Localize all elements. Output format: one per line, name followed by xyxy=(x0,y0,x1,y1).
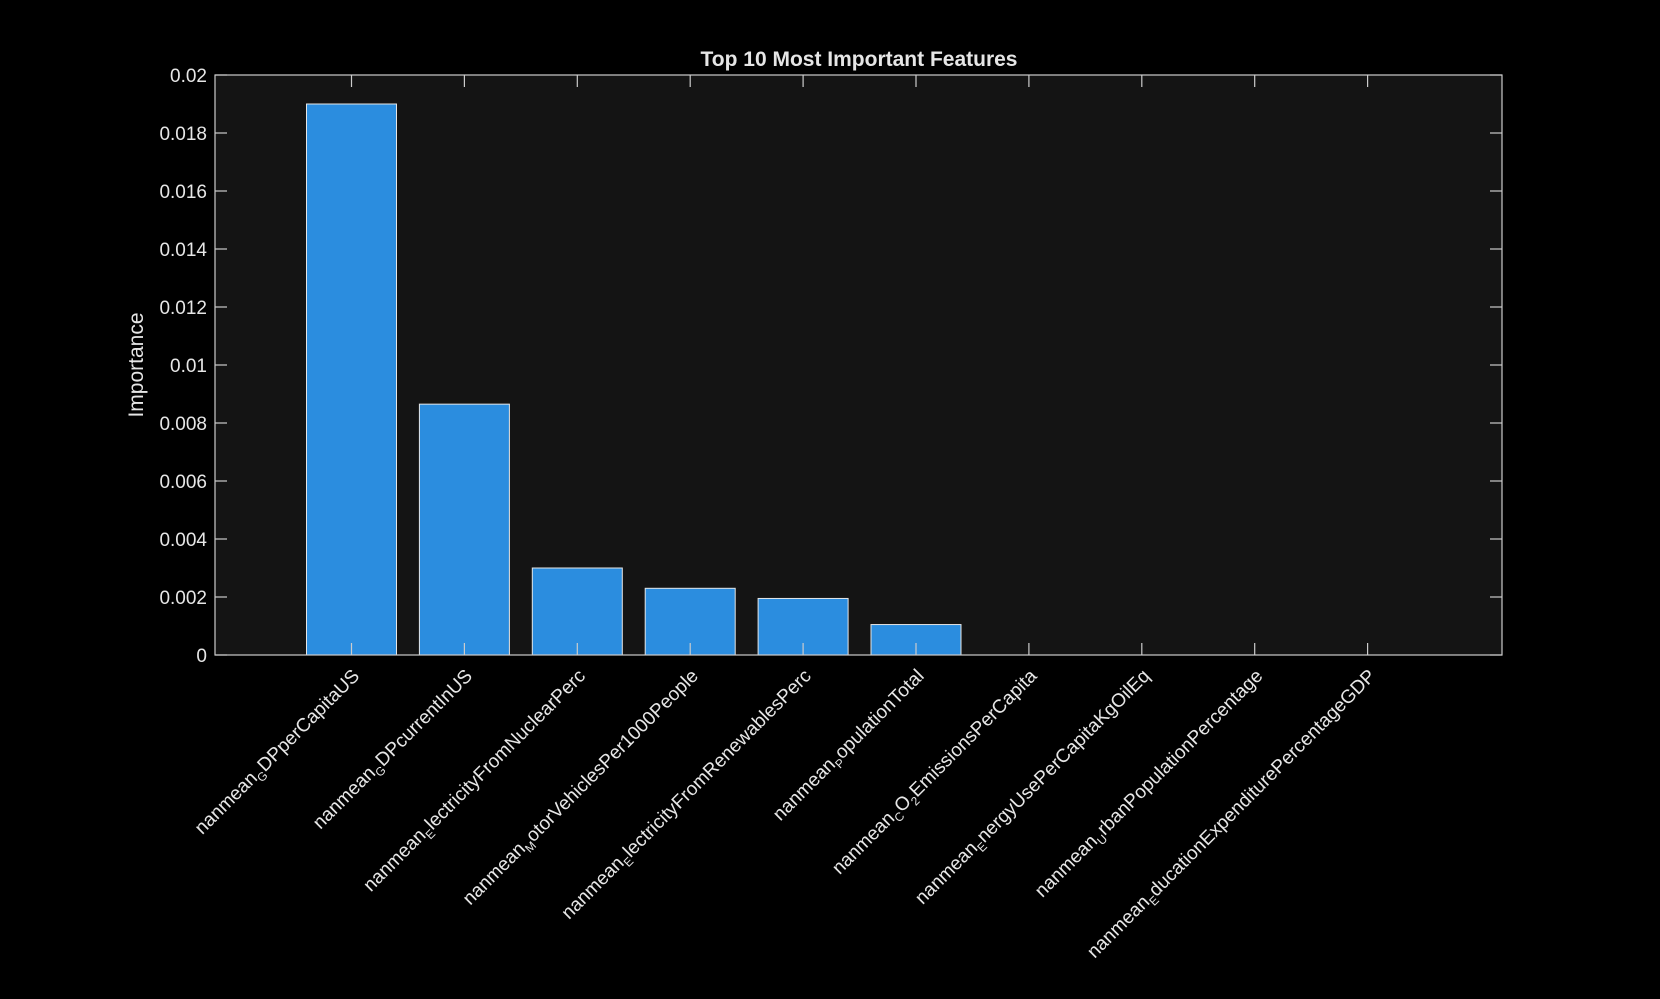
bar xyxy=(531,567,623,656)
y-tick-label: 0.008 xyxy=(159,414,207,435)
bar xyxy=(418,403,510,656)
y-tick-label: 0.01 xyxy=(170,356,207,377)
y-tick-label: 0.014 xyxy=(159,240,207,261)
y-tick-label: 0 xyxy=(196,646,207,667)
y-tick-label: 0.002 xyxy=(159,588,207,609)
y-tick-label: 0.012 xyxy=(159,298,207,319)
y-tick-label: 0.016 xyxy=(159,182,207,203)
y-tick-label: 0.02 xyxy=(170,66,207,87)
y-tick-label: 0.018 xyxy=(159,124,207,145)
chart-title: Top 10 Most Important Features xyxy=(701,48,1018,71)
bar xyxy=(306,103,397,656)
y-tick-label: 0.004 xyxy=(159,530,207,551)
y-axis-label: Importance xyxy=(125,312,148,417)
y-tick-label: 0.006 xyxy=(159,472,207,493)
axes-background xyxy=(215,75,1502,655)
